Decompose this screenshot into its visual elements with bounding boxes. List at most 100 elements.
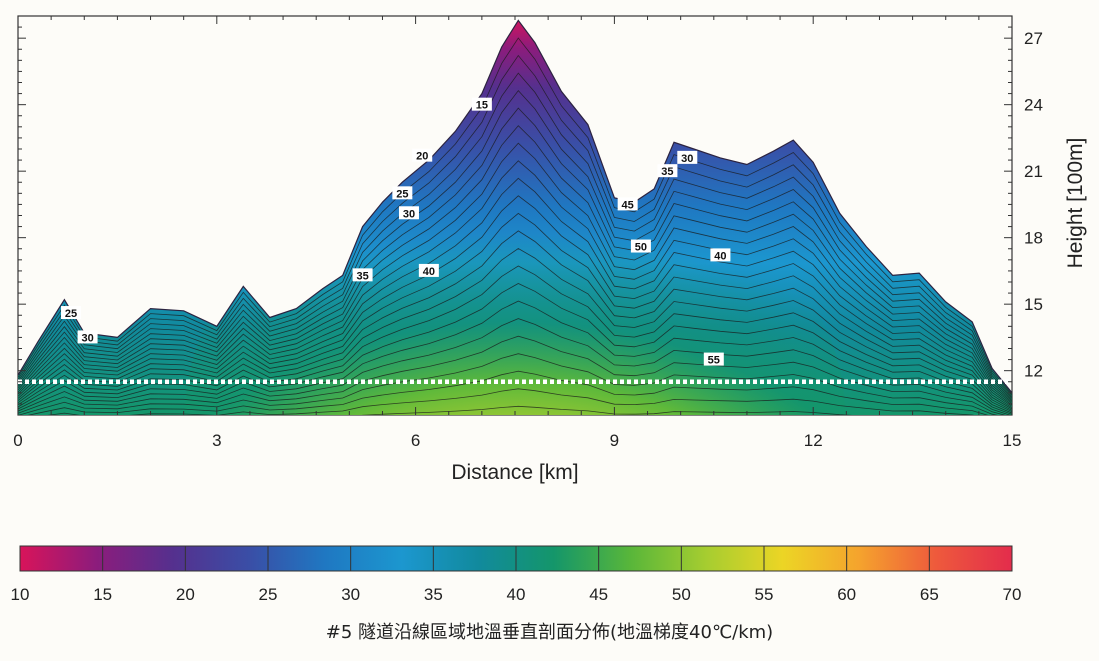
contour-label-value: 35 — [356, 270, 368, 282]
contour-label-bg — [677, 150, 698, 164]
colorbar-tick-label: 45 — [589, 585, 608, 604]
colorbar-tick-label: 70 — [1003, 585, 1022, 604]
contour-line — [18, 300, 1012, 415]
contour-line — [18, 230, 1012, 410]
contour-line — [18, 160, 1012, 404]
contour-labels: 15 20 25 30 35 40 45 50 40 35 30 25 30 55 — [61, 97, 731, 367]
contour-line — [18, 72, 1012, 398]
contour-label-value: 35 — [661, 166, 673, 178]
contour-label-value: 40 — [714, 250, 726, 262]
contour-label: 25 — [61, 306, 82, 320]
contour-label-value: 45 — [622, 199, 634, 211]
contour-line — [18, 54, 1012, 396]
colorbar-tick-label: 15 — [93, 585, 112, 604]
contour-lines — [18, 37, 1012, 416]
contour-line — [18, 370, 1012, 416]
colorbar-tick-label: 20 — [176, 585, 195, 604]
contour-line — [18, 37, 1012, 395]
contour-label-value: 20 — [416, 151, 428, 163]
figure-caption: #5 隧道沿線區域地溫垂直剖面分佈(地溫梯度40℃/km) — [325, 622, 774, 643]
contour-label-bg — [61, 306, 82, 320]
x-tick-label: 15 — [1003, 431, 1022, 450]
contour-label-bg — [471, 97, 492, 111]
x-tick-label: 0 — [13, 431, 22, 450]
contour-label: 35 — [657, 164, 678, 178]
y-tick-label: 24 — [1024, 96, 1043, 115]
contour-line — [18, 195, 1012, 407]
contour-label-value: 30 — [403, 208, 415, 220]
contour-label: 30 — [77, 330, 98, 344]
terrain-outline — [17, 19, 1013, 394]
colorbar-tick-label: 10 — [11, 585, 30, 604]
contour-label-bg — [418, 263, 439, 277]
contour-line — [18, 318, 1012, 416]
y-tick-label: 18 — [1024, 229, 1043, 248]
y-tick-label: 15 — [1024, 295, 1043, 314]
contour-line — [18, 283, 1012, 414]
colorbar-tick-label: 35 — [424, 585, 443, 604]
y-axis-title: Height [100m] — [1064, 138, 1087, 269]
x-axis: 0 3 6 9 12 15 — [13, 16, 1021, 450]
contour-label-bg — [398, 206, 419, 220]
colorbar-tick-label: 60 — [837, 585, 856, 604]
contour-label: 50 — [630, 239, 651, 254]
x-tick-label: 3 — [212, 431, 221, 450]
contour-label-bg — [412, 148, 433, 162]
contour-label: 45 — [617, 197, 638, 211]
contour-label: 20 — [412, 148, 433, 163]
contour-label-bg — [630, 239, 651, 253]
contour-line — [18, 125, 1012, 402]
contour-label-bg — [392, 186, 413, 200]
contour-line — [18, 212, 1012, 409]
x-tick-label: 12 — [804, 431, 823, 450]
contour-label-value: 50 — [635, 242, 647, 254]
colorbar-tick-label: 40 — [507, 585, 526, 604]
x-axis-title: Distance [km] — [451, 461, 578, 484]
contour-label-bg — [710, 248, 731, 262]
contour-label-value: 25 — [65, 308, 77, 320]
contour-line — [18, 89, 1012, 399]
x-tick-label: 9 — [610, 431, 619, 450]
y-axis: 12 15 18 21 24 27 — [18, 15, 1043, 405]
contour-label: 35 — [352, 268, 373, 282]
y-tick-label: 12 — [1024, 362, 1043, 381]
contour-label: 40 — [710, 248, 731, 262]
contour-line — [18, 248, 1012, 411]
contour-line — [18, 177, 1012, 406]
colorbar-tick-label: 50 — [672, 585, 691, 604]
contour-line — [18, 107, 1012, 400]
contour-label-value: 15 — [476, 100, 488, 112]
contour-label-bg — [352, 268, 373, 282]
contour-line — [18, 142, 1012, 403]
contour-line — [18, 335, 1012, 416]
contour-label-value: 30 — [681, 153, 693, 165]
colorbar-tick-label: 30 — [341, 585, 360, 604]
colorbar-tick-label: 25 — [259, 585, 278, 604]
contour-label-bg — [77, 330, 98, 344]
contour-line — [18, 388, 1012, 416]
colorbar: 10 15 20 25 30 35 40 45 50 55 60 65 70 — [11, 545, 1022, 604]
contour-line — [18, 353, 1012, 416]
contour-line — [18, 265, 1012, 413]
contour-label-value: 55 — [708, 355, 720, 367]
colorbar-ticks: 10 15 20 25 30 35 40 45 50 55 60 65 70 — [11, 546, 1022, 604]
contour-label: 55 — [703, 352, 724, 367]
contour-label: 25 — [392, 186, 413, 200]
y-tick-label: 21 — [1024, 162, 1043, 181]
contour-label-bg — [617, 197, 638, 211]
contour-label-value: 40 — [423, 266, 435, 278]
x-tick-label: 6 — [411, 431, 420, 450]
colorbar-tick-label: 65 — [920, 585, 939, 604]
contour-label: 15 — [471, 97, 492, 112]
contour-label-bg — [657, 164, 678, 178]
contour-label: 40 — [418, 263, 439, 278]
contour-label: 30 — [398, 206, 419, 220]
contour-label-value: 30 — [81, 332, 93, 344]
contour-line — [18, 405, 1012, 416]
contour-label: 30 — [677, 150, 698, 165]
y-tick-label: 27 — [1024, 29, 1043, 48]
colorbar-tick-label: 55 — [755, 585, 774, 604]
contour-label-bg — [703, 352, 724, 366]
